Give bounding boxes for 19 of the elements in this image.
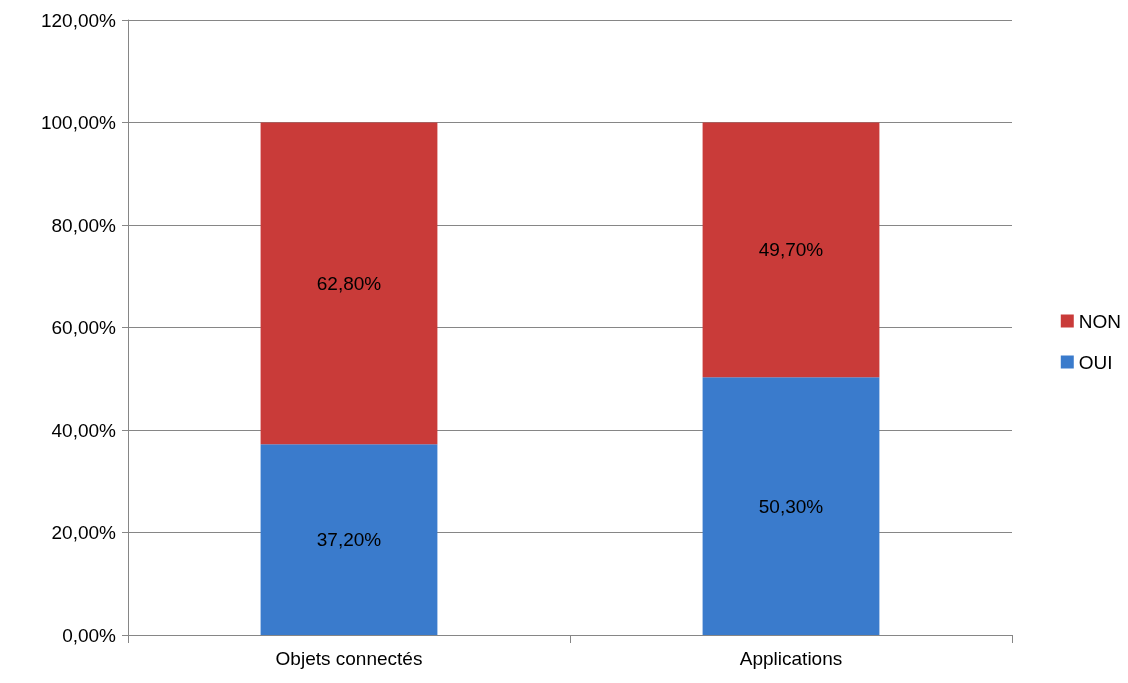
y-tick-label: 100,00% (40, 112, 117, 133)
y-tick-label: 120,00% (40, 9, 117, 31)
data-label: 37,20% (316, 529, 382, 551)
legend-label: NON (1078, 310, 1122, 332)
data-label: 62,80% (316, 272, 382, 294)
bar (702, 377, 880, 635)
data-label: 50,30% (758, 495, 824, 517)
y-tick-label: 20,00% (51, 522, 117, 543)
y-tick-label: 0,00% (62, 624, 117, 646)
x-tick-label: Objets connectés (275, 648, 423, 669)
y-tick-label: 40,00% (51, 419, 117, 441)
bar (702, 122, 880, 378)
bar (260, 444, 438, 635)
legend-label: OUI (1078, 351, 1113, 373)
y-tick-label: 80,00% (51, 214, 117, 236)
data-label: 49,70% (758, 239, 824, 261)
y-tick-label: 60,00% (51, 317, 117, 338)
x-tick-label: Applications (739, 648, 843, 669)
bar (260, 122, 438, 445)
